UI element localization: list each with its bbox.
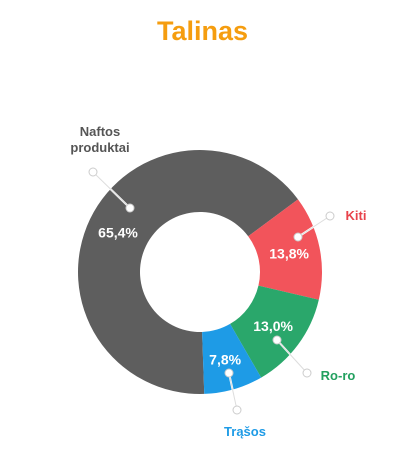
- leader-dot: [293, 232, 303, 242]
- category-label: Naftos produktai: [70, 124, 130, 155]
- leader-line-outside: [276, 339, 308, 374]
- donut-segment: [248, 199, 322, 300]
- leader-dot: [302, 368, 312, 378]
- category-label: Ro-ro: [320, 368, 356, 383]
- value-label: 7,8%: [209, 351, 241, 367]
- leader-line-outside: [92, 171, 131, 209]
- leader-dot: [125, 203, 135, 213]
- category-label: Trąšos: [224, 424, 266, 439]
- leader-dot: [224, 368, 234, 378]
- donut-segment: [230, 285, 319, 378]
- leader-dot: [325, 211, 335, 221]
- donut-segment: [202, 323, 262, 394]
- leader-dot: [88, 167, 98, 177]
- value-label: 65,4%: [98, 225, 138, 241]
- value-label: 13,8%: [269, 246, 309, 262]
- leader-line-outside: [228, 372, 238, 411]
- leader-line-outside: [297, 215, 331, 238]
- chart-title: Talinas: [156, 16, 249, 46]
- value-label: 13,0%: [253, 318, 293, 334]
- category-label: Kiti: [345, 208, 367, 223]
- leader-dot: [232, 405, 242, 415]
- leader-dot: [272, 335, 282, 345]
